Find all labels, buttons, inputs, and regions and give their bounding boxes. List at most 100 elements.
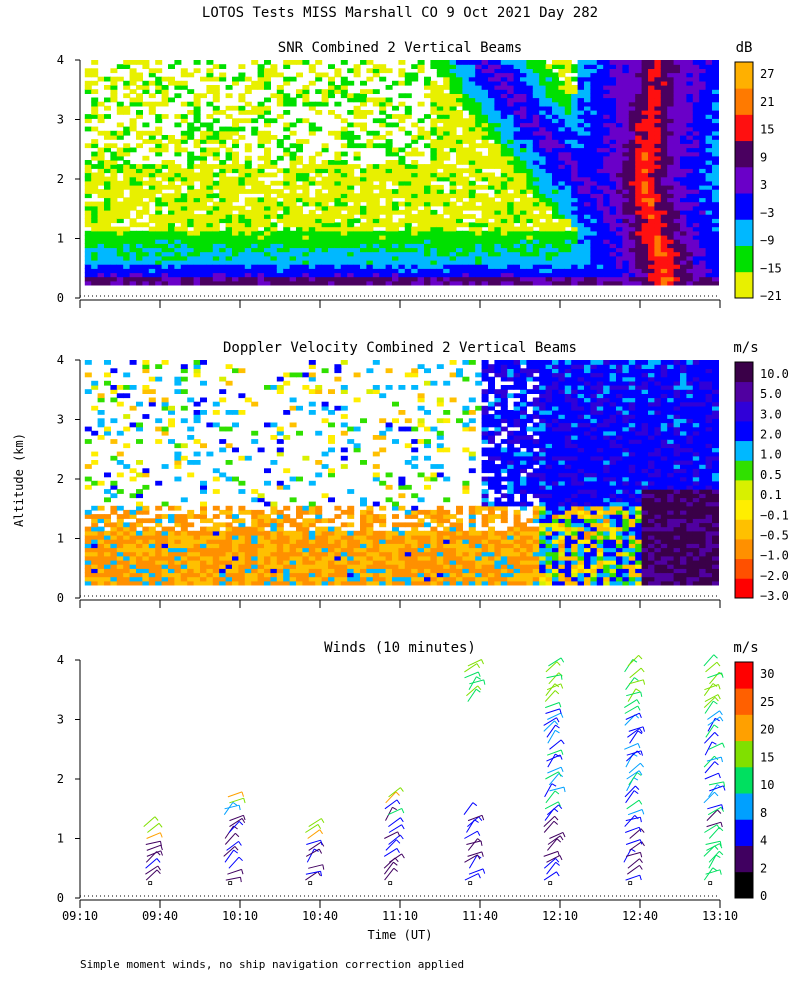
snr-cell: [628, 60, 636, 65]
snr-cell: [110, 160, 118, 165]
snr-cell: [462, 155, 470, 161]
snr-cell: [148, 130, 156, 136]
doppler-cell: [168, 518, 175, 524]
snr-cell: [430, 60, 438, 65]
snr-cell: [372, 243, 380, 249]
snr-cell: [200, 214, 207, 219]
snr-cell: [660, 101, 668, 107]
snr-cell: [436, 259, 444, 265]
colorbar-unit: dB: [736, 40, 753, 56]
snr-cell: [238, 226, 246, 232]
snr-cell: [340, 151, 348, 157]
snr-cell: [187, 130, 195, 136]
snr-cell: [417, 222, 425, 228]
snr-cell: [168, 226, 175, 232]
snr-cell: [193, 222, 201, 228]
snr-cell: [622, 60, 630, 65]
doppler-cell: [123, 443, 131, 449]
snr-cell: [494, 222, 502, 228]
snr-cell: [347, 176, 355, 182]
snr-cell: [168, 280, 175, 286]
snr-cell: [609, 101, 617, 107]
doppler-cell: [180, 514, 188, 519]
snr-cell: [507, 268, 515, 274]
snr-cell: [411, 205, 419, 211]
snr-cell: [168, 193, 175, 199]
snr-cell: [616, 197, 623, 203]
snr-cell: [449, 105, 457, 111]
snr-cell: [449, 85, 457, 90]
snr-cell: [443, 151, 451, 157]
snr-cell: [276, 247, 284, 253]
doppler-cell: [136, 401, 143, 407]
snr-cell: [296, 280, 303, 286]
snr-cell: [251, 168, 259, 174]
snr-cell: [526, 122, 534, 128]
snr-cell: [193, 60, 201, 65]
snr-cell: [257, 76, 265, 82]
snr-cell: [571, 155, 579, 161]
snr-cell: [116, 105, 124, 111]
doppler-cell: [116, 530, 124, 536]
snr-cell: [545, 255, 553, 261]
snr-cell: [654, 264, 662, 269]
snr-cell: [680, 230, 687, 236]
snr-cell: [603, 259, 611, 265]
snr-cell: [545, 201, 553, 207]
snr-cell: [660, 264, 668, 269]
snr-cell: [334, 276, 342, 282]
snr-cell: [97, 239, 105, 244]
snr-cell: [232, 226, 239, 232]
snr-cell: [712, 64, 719, 69]
snr-cell: [276, 93, 284, 99]
snr-cell: [193, 259, 201, 265]
snr-cell: [436, 239, 444, 244]
snr-cell: [84, 201, 92, 207]
snr-cell: [372, 276, 380, 282]
snr-cell: [609, 205, 617, 211]
snr-cell: [360, 251, 367, 257]
snr-cell: [251, 197, 259, 203]
snr-cell: [552, 184, 559, 190]
snr-cell: [257, 268, 265, 274]
snr-cell: [660, 93, 668, 99]
snr-cell: [296, 209, 303, 215]
snr-cell: [334, 251, 342, 257]
snr-cell: [328, 205, 335, 211]
snr-cell: [180, 230, 188, 236]
snr-cell: [244, 247, 252, 253]
doppler-cell: [155, 426, 163, 432]
snr-cell: [200, 135, 207, 140]
snr-cell: [212, 135, 220, 140]
snr-cell: [238, 234, 246, 240]
snr-cell: [206, 68, 214, 74]
snr-cell: [699, 122, 707, 128]
snr-cell: [168, 180, 175, 186]
snr-cell: [372, 89, 380, 94]
snr-cell: [526, 85, 534, 90]
snr-cell: [680, 197, 687, 203]
snr-cell: [545, 234, 553, 240]
snr-cell: [270, 93, 278, 99]
snr-cell: [699, 218, 707, 224]
snr-cell: [539, 176, 547, 182]
snr-cell: [699, 268, 707, 274]
snr-cell: [648, 197, 655, 203]
doppler-cell: [97, 539, 105, 544]
doppler-cell: [180, 559, 188, 565]
snr-cell: [443, 60, 451, 65]
snr-cell: [526, 176, 534, 182]
snr-cell: [340, 222, 348, 228]
snr-cell: [552, 147, 559, 153]
snr-cell: [334, 230, 342, 236]
snr-cell: [84, 272, 92, 278]
snr-cell: [251, 280, 259, 286]
snr-cell: [654, 155, 662, 161]
colorbar-swatch: [735, 245, 753, 273]
snr-cell: [142, 205, 150, 211]
snr-cell: [462, 268, 470, 274]
snr-cell: [283, 226, 291, 232]
snr-cell: [628, 118, 636, 124]
snr-cell: [507, 97, 515, 103]
snr-cell: [283, 135, 291, 140]
